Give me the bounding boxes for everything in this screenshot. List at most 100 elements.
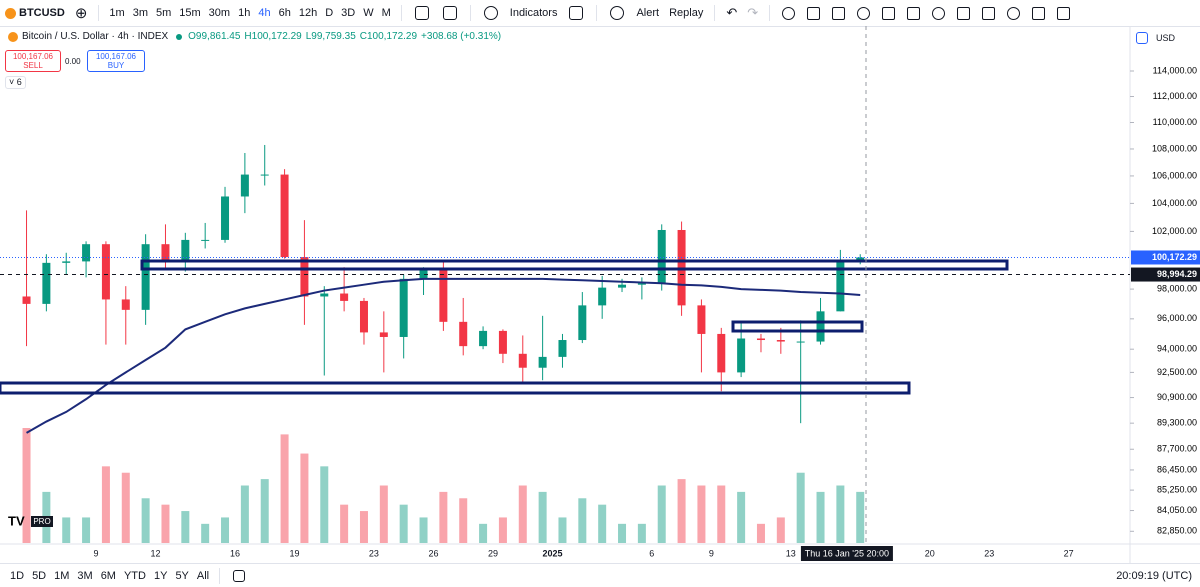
line-style-icon[interactable]: [442, 6, 457, 20]
drawing-tool[interactable]: [882, 6, 896, 20]
y-tick-label: 106,000.00: [1152, 170, 1197, 180]
interval-button[interactable]: W: [363, 7, 374, 19]
volume-bar: [538, 491, 547, 543]
candle-body: [776, 340, 785, 342]
indicator-count: 6: [16, 77, 22, 87]
candle-body: [221, 196, 230, 240]
interval-button[interactable]: 30m: [208, 7, 231, 19]
drawing-tool[interactable]: [857, 6, 871, 20]
interval-button[interactable]: M: [381, 7, 391, 19]
interval-button[interactable]: 12h: [298, 7, 318, 19]
x-tick-label: 9: [93, 548, 98, 558]
drawing-tool[interactable]: [932, 6, 946, 20]
volume-bar: [399, 504, 408, 543]
candle-body: [598, 287, 607, 306]
indicator-toggle[interactable]: ˅ 6: [5, 76, 26, 89]
top-toolbar: BTCUSD ⊕ 1m 3m 5m 15m 30m 1h 4h 6h 12h D 3D W M Indi…: [0, 0, 1200, 27]
drawing-tool[interactable]: [957, 6, 971, 20]
range-button[interactable]: 1Y: [153, 569, 168, 582]
x-tick-label: 19: [289, 548, 299, 558]
bar-style-icon[interactable]: [414, 6, 429, 20]
interval-button[interactable]: 3m: [132, 7, 148, 19]
candle-body: [240, 174, 249, 197]
drawing-tool[interactable]: [982, 6, 996, 20]
y-tick-label: 87,700.00: [1157, 444, 1197, 454]
range-button[interactable]: YTD: [123, 569, 146, 582]
interval-button[interactable]: 6h: [278, 7, 291, 19]
candle-body: [558, 340, 567, 357]
x-tick-label: 29: [488, 548, 498, 558]
range-button[interactable]: All: [196, 569, 210, 582]
drawing-tools: [776, 6, 1076, 20]
replay-button[interactable]: Replay: [669, 7, 704, 19]
volume-bar: [141, 498, 150, 543]
indicators-button[interactable]: Indicators: [509, 7, 558, 19]
separator: [596, 5, 598, 21]
range-button[interactable]: 3M: [77, 569, 93, 582]
volume-bar: [320, 466, 329, 543]
sell-button[interactable]: 100,167.06 SELL: [5, 50, 61, 72]
undo[interactable]: ↶: [726, 5, 738, 20]
buy-price: 100,167.06: [95, 52, 137, 61]
interval-button[interactable]: 5m: [155, 7, 172, 19]
range-button[interactable]: 5D: [32, 569, 47, 582]
candle-body: [717, 333, 726, 373]
goto-date[interactable]: [233, 569, 246, 582]
volume-bar: [756, 523, 765, 543]
moving-average: [26, 277, 861, 434]
separator: [769, 5, 771, 21]
drawn-rectangle[interactable]: [0, 381, 911, 395]
candle-body: [578, 305, 587, 341]
range-button[interactable]: 1D: [10, 569, 25, 582]
drawing-tool[interactable]: [1057, 6, 1071, 20]
redo[interactable]: ↷: [747, 5, 759, 20]
range-button[interactable]: 1M: [54, 569, 70, 582]
candle-body: [737, 338, 746, 373]
ohlc-value: C100,172.29: [359, 31, 418, 42]
drawn-rectangle[interactable]: [140, 259, 1009, 271]
candle-body: [657, 229, 666, 284]
interval-button[interactable]: 15m: [179, 7, 201, 19]
y-tick-label: 90,900.00: [1157, 392, 1197, 402]
indicators-icon[interactable]: [483, 6, 498, 20]
buy-button[interactable]: 100,167.06 BUY: [87, 50, 145, 72]
add-symbol[interactable]: ⊕: [74, 5, 88, 22]
interval-button[interactable]: D: [325, 7, 334, 19]
volume-bar: [816, 491, 825, 543]
interval-button[interactable]: 1m: [109, 7, 125, 19]
candle-body: [816, 311, 825, 342]
volume-bar: [657, 485, 666, 543]
drawing-tool[interactable]: [1007, 6, 1021, 20]
ohlc-value: H100,172.29: [244, 31, 302, 42]
interval-button[interactable]: 4h: [258, 7, 271, 19]
candle-body: [22, 296, 31, 304]
y-tick-label: 85,250.00: [1157, 484, 1197, 494]
volume-bar: [598, 504, 607, 543]
layouts-icon[interactable]: [569, 6, 584, 20]
drawing-tool[interactable]: [1032, 6, 1046, 20]
drawing-tool[interactable]: [782, 6, 796, 20]
drawn-rectangle[interactable]: [731, 320, 864, 333]
symbol[interactable]: BTCUSD: [5, 7, 65, 19]
drawing-tool[interactable]: [807, 6, 821, 20]
alert-icon[interactable]: [610, 6, 625, 20]
volume-bar: [459, 498, 468, 543]
y-tick-label: 102,000.00: [1152, 226, 1197, 236]
symbol-text: BTCUSD: [19, 7, 65, 19]
drawing-tool[interactable]: [832, 6, 846, 20]
volume-bar: [121, 472, 130, 543]
price-label: 98,994.29: [1157, 269, 1197, 279]
y-tick-label: 86,450.00: [1157, 464, 1197, 474]
alert-button[interactable]: Alert: [636, 7, 660, 19]
y-tick-label: 82,850.00: [1157, 526, 1197, 536]
interval-button[interactable]: 1h: [238, 7, 251, 19]
currency-icon[interactable]: [1136, 32, 1148, 44]
bottom-toolbar: 1D 5D 1M 3M 6M YTD 1Y 5Y All 20:09:19 (UTC): [0, 563, 1200, 587]
volume-bar: [637, 523, 646, 543]
range-button[interactable]: 5Y: [175, 569, 189, 582]
range-button[interactable]: 6M: [100, 569, 116, 582]
interval-button[interactable]: 3D: [341, 7, 356, 19]
volume-bar: [578, 498, 587, 543]
drawing-tool[interactable]: [907, 6, 921, 20]
volume-bar: [22, 428, 31, 543]
